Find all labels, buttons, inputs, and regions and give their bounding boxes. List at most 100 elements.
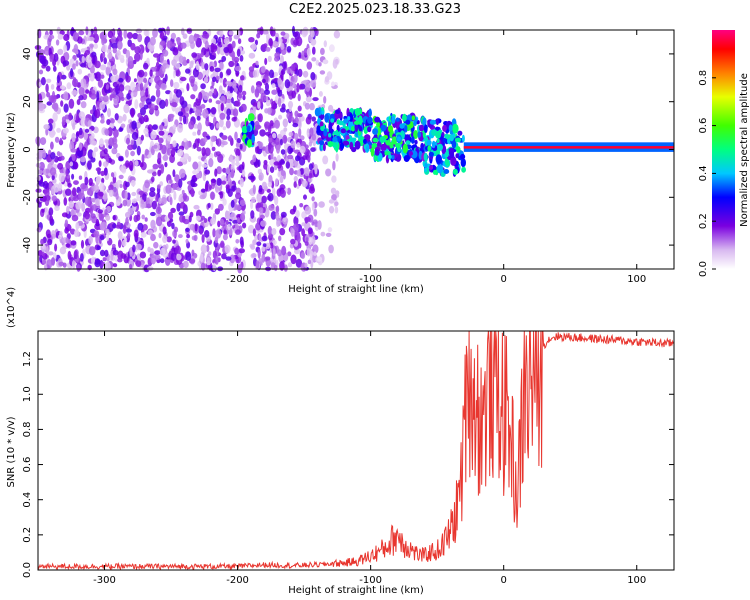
heatmap-cell <box>195 37 202 48</box>
heatmap-cell <box>57 48 64 56</box>
heatmap-cell <box>293 175 298 183</box>
heatmap-cell <box>285 161 290 169</box>
y-tick-label: 20 <box>22 95 33 108</box>
heatmap-cell <box>146 57 150 66</box>
heatmap-cell <box>280 189 286 198</box>
heatmap-cell <box>149 187 156 193</box>
heatmap-cell <box>45 168 50 174</box>
heatmap-cell <box>387 125 394 133</box>
heatmap-cell <box>161 144 167 155</box>
heatmap-cell <box>286 154 294 160</box>
heatmap-cell <box>186 234 191 239</box>
spectral-line <box>463 146 674 149</box>
heatmap-cell <box>322 155 329 165</box>
heatmap-cell <box>105 66 111 76</box>
heatmap-cell <box>242 133 247 139</box>
heatmap-cell <box>160 197 167 205</box>
heatmap-cell <box>227 223 231 231</box>
heatmap-cell <box>252 184 256 195</box>
heatmap-cell <box>75 60 79 67</box>
spectrogram-y-label: Frequency (Hz) <box>6 112 17 188</box>
heatmap-cell <box>73 250 78 260</box>
heatmap-cell <box>213 89 217 95</box>
heatmap-cell <box>235 192 242 200</box>
heatmap-cell <box>235 239 240 244</box>
x-tick-label: -200 <box>226 575 249 586</box>
heatmap-cell <box>87 149 94 160</box>
heatmap-cell <box>374 116 381 123</box>
heatmap-cell <box>307 155 311 163</box>
heatmap-cell <box>308 236 313 245</box>
heatmap-cell <box>309 183 315 192</box>
heatmap-cell <box>116 35 123 43</box>
heatmap-cell <box>138 190 145 195</box>
heatmap-cell <box>183 153 190 160</box>
heatmap-cell <box>313 208 318 217</box>
snr-line-layer <box>37 330 674 571</box>
heatmap-cell <box>175 37 181 43</box>
heatmap-cell <box>62 262 67 268</box>
heatmap-cell <box>143 62 149 70</box>
heatmap-cell <box>116 179 123 186</box>
heatmap-cell <box>298 178 302 187</box>
heatmap-cell <box>51 195 57 202</box>
heatmap-cell <box>38 161 45 171</box>
heatmap-cell <box>179 215 185 223</box>
heatmap-cell <box>255 260 260 269</box>
heatmap-cell <box>251 196 256 203</box>
heatmap-cell <box>219 112 226 120</box>
heatmap-cell <box>296 142 301 148</box>
heatmap-cell <box>143 114 149 123</box>
heatmap-cell <box>77 68 83 75</box>
heatmap-cell <box>272 248 276 257</box>
heatmap-cell <box>298 52 302 59</box>
heatmap-cell <box>130 150 136 157</box>
heatmap-cell <box>197 122 202 132</box>
heatmap-cell <box>241 125 248 134</box>
heatmap-cell <box>193 204 200 210</box>
heatmap-cell <box>328 244 334 254</box>
heatmap-cell <box>159 247 166 256</box>
heatmap-cell <box>153 241 159 249</box>
heatmap-cell <box>295 36 303 47</box>
heatmap-cell <box>76 99 81 106</box>
y-tick-label: 0.0 <box>22 562 33 578</box>
heatmap-cell <box>444 133 449 139</box>
heatmap-cell <box>101 114 105 122</box>
heatmap-cell <box>347 116 351 121</box>
heatmap-cell <box>162 59 168 69</box>
heatmap-cell <box>73 161 78 170</box>
heatmap-cell <box>271 100 276 110</box>
heatmap-cell <box>201 61 206 70</box>
heatmap-cell <box>234 204 242 211</box>
heatmap-cell <box>265 256 271 261</box>
heatmap-cell <box>210 178 217 183</box>
heatmap-cell <box>229 154 233 162</box>
heatmap-cell <box>53 102 59 112</box>
heatmap-cell <box>286 187 292 195</box>
heatmap-cell <box>349 141 354 150</box>
heatmap-cell <box>202 108 209 119</box>
heatmap-cell <box>222 77 228 88</box>
heatmap-cell <box>374 148 380 156</box>
heatmap-cell <box>287 251 292 257</box>
heatmap-cell <box>195 109 201 117</box>
heatmap-cell <box>192 131 197 136</box>
heatmap-cell <box>164 98 169 107</box>
heatmap-cell <box>279 138 283 146</box>
heatmap-cell <box>314 107 320 117</box>
heatmap-cell <box>221 135 228 140</box>
heatmap-cell <box>195 215 201 221</box>
heatmap-cell <box>335 58 339 65</box>
heatmap-cell <box>204 182 209 192</box>
heatmap-cell <box>126 32 133 39</box>
heatmap-cell <box>53 65 57 72</box>
heatmap-cell <box>171 59 177 67</box>
heatmap-cell <box>404 124 408 132</box>
heatmap-cell <box>248 189 254 195</box>
heatmap-cell <box>216 166 222 175</box>
heatmap-cell <box>273 264 278 272</box>
heatmap-cell <box>124 190 128 200</box>
heatmap-cell <box>179 76 187 82</box>
heatmap-cell <box>118 239 122 249</box>
